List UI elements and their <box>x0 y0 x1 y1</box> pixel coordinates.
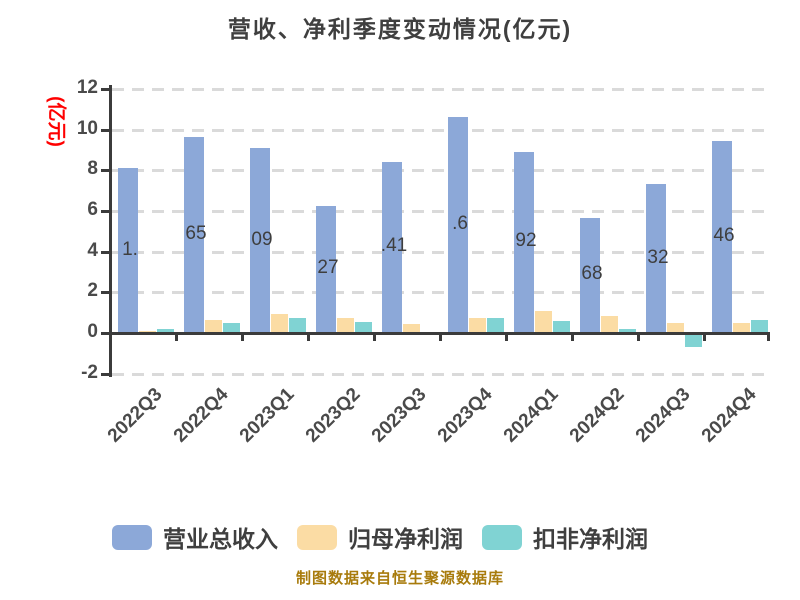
bar-net-profit-2022Q3 <box>139 330 156 333</box>
bar-revenue-2023Q3 <box>382 161 402 333</box>
bar-revenue-2024Q3 <box>646 184 666 333</box>
grid-line-y10 <box>112 128 768 132</box>
bar-net-profit-2024Q1 <box>535 310 552 333</box>
bar-deducted-net-profit-2023Q4 <box>487 317 504 333</box>
y-tick-mark--2 <box>101 372 110 376</box>
legend: 营业总收入 归母净利润 扣非净利润 <box>112 520 648 554</box>
legend-item-deducted-net-profit: 扣非净利润 <box>482 520 648 554</box>
x-axis-end-cap <box>767 332 770 341</box>
bar-deducted-net-profit-2022Q3 <box>157 328 174 333</box>
bar-net-profit-2024Q2 <box>601 315 618 333</box>
y-tick-mark-0 <box>101 332 110 335</box>
bar-value-label-2023Q3: .41 <box>380 235 408 257</box>
y-tick-label-10: 10 <box>76 117 98 139</box>
bar-value-label-2024Q1: 92 <box>515 230 537 252</box>
legend-swatch-deducted-net-profit <box>482 524 522 550</box>
grid-line-y8 <box>112 169 768 173</box>
bar-value-label-2024Q4: 46 <box>713 224 735 246</box>
x-tick-label-2024Q1: 2024Q1 <box>500 384 563 447</box>
legend-item-revenue: 营业总收入 <box>112 520 278 554</box>
bar-revenue-2023Q1 <box>250 148 270 333</box>
legend-item-net-profit: 归母净利润 <box>297 520 463 554</box>
x-tick-label-2024Q3: 2024Q3 <box>632 384 695 447</box>
x-tick-label-2023Q1: 2023Q1 <box>236 384 299 447</box>
y-tick-label-0: 0 <box>87 321 98 342</box>
bar-revenue-2023Q4 <box>448 117 468 333</box>
y-tick-label-2: 2 <box>87 280 98 302</box>
bar-revenue-2023Q2 <box>316 205 336 333</box>
bar-value-label-2024Q2: 68 <box>581 263 603 285</box>
bar-deducted-net-profit-2022Q4 <box>223 322 240 333</box>
bar-value-label-2023Q4: .6 <box>452 213 468 235</box>
y-tick-label-6: 6 <box>87 199 98 220</box>
x-tick-mark-5 <box>439 332 442 341</box>
bar-value-label-2023Q1: 09 <box>251 228 273 250</box>
bar-revenue-2024Q2 <box>580 217 600 333</box>
bar-value-label-2024Q3: 32 <box>647 246 669 268</box>
bar-deducted-net-profit-2024Q3 <box>685 335 702 347</box>
grid-line-y12 <box>112 88 768 91</box>
bar-value-label-2022Q4: 65 <box>185 222 207 244</box>
bar-net-profit-2023Q2 <box>337 317 354 333</box>
x-tick-label-2023Q4: 2023Q4 <box>434 384 497 447</box>
bar-revenue-2024Q4 <box>712 140 732 333</box>
bar-revenue-2022Q3 <box>118 168 138 333</box>
y-tick-label-8: 8 <box>87 158 98 180</box>
y-tick-mark-10 <box>101 128 110 132</box>
grid-line-y6 <box>112 210 768 213</box>
legend-label-revenue: 营业总收入 <box>163 526 278 552</box>
x-tick-label-2022Q4: 2022Q4 <box>170 384 233 447</box>
legend-label-net-profit: 归母净利润 <box>348 526 463 552</box>
x-tick-label-2023Q3: 2023Q3 <box>368 384 431 447</box>
legend-swatch-net-profit <box>297 524 337 550</box>
bar-deducted-net-profit-2024Q4 <box>751 319 768 333</box>
y-tick-mark-6 <box>101 210 110 213</box>
x-tick-label-2024Q2: 2024Q2 <box>566 384 629 447</box>
bar-deducted-net-profit-2023Q1 <box>289 318 306 333</box>
x-tick-label-2023Q2: 2023Q2 <box>302 384 365 447</box>
bar-deducted-net-profit-2024Q1 <box>553 320 570 333</box>
y-tick-label--2: -2 <box>81 361 98 383</box>
y-tick-mark-12 <box>101 88 110 91</box>
x-tick-mark-6 <box>505 332 508 341</box>
x-tick-mark-8 <box>637 332 640 341</box>
bar-deducted-net-profit-2024Q2 <box>619 329 636 333</box>
bar-value-label-2023Q2: 27 <box>317 257 339 279</box>
x-tick-label-2022Q3: 2022Q3 <box>104 384 167 447</box>
grid-line-y4 <box>112 250 768 254</box>
bar-deducted-net-profit-2023Q2 <box>355 321 372 333</box>
bar-net-profit-2023Q1 <box>271 314 288 333</box>
y-tick-mark-4 <box>101 250 110 254</box>
chart-title: 营收、净利季度变动情况(亿元) <box>227 16 573 42</box>
x-tick-mark-3 <box>307 332 310 341</box>
x-tick-mark-7 <box>571 332 574 341</box>
legend-swatch-revenue <box>112 524 152 550</box>
bar-net-profit-2024Q3 <box>667 322 684 333</box>
y-tick-label-4: 4 <box>87 239 98 261</box>
x-tick-label-2024Q4: 2024Q4 <box>698 384 761 447</box>
bar-net-profit-2023Q4 <box>469 317 486 333</box>
x-tick-mark-9 <box>703 332 706 341</box>
y-tick-label-12: 12 <box>76 77 98 98</box>
grid-line-y-2 <box>112 372 768 376</box>
bar-value-label-2022Q3: 1. <box>122 238 138 260</box>
plot-area: 1. 65 09 27 .41 .6 92 68 32 46 <box>109 80 770 380</box>
bar-net-profit-2024Q4 <box>733 322 750 333</box>
bar-revenue-2024Q1 <box>514 151 534 333</box>
bar-net-profit-2022Q4 <box>205 319 222 333</box>
footer-source-note: 制图数据来自恒生聚源数据库 <box>295 570 504 587</box>
x-tick-mark-2 <box>241 332 244 341</box>
y-tick-mark-2 <box>101 291 110 295</box>
grid-line-y2 <box>112 291 768 295</box>
x-tick-mark-1 <box>175 332 178 341</box>
y-tick-mark-8 <box>101 169 110 173</box>
bar-net-profit-2023Q3 <box>403 323 420 333</box>
bar-revenue-2022Q4 <box>184 136 204 333</box>
x-tick-mark-4 <box>373 332 376 341</box>
legend-label-deducted-net-profit: 扣非净利润 <box>533 526 648 552</box>
y-axis-line <box>109 85 112 377</box>
